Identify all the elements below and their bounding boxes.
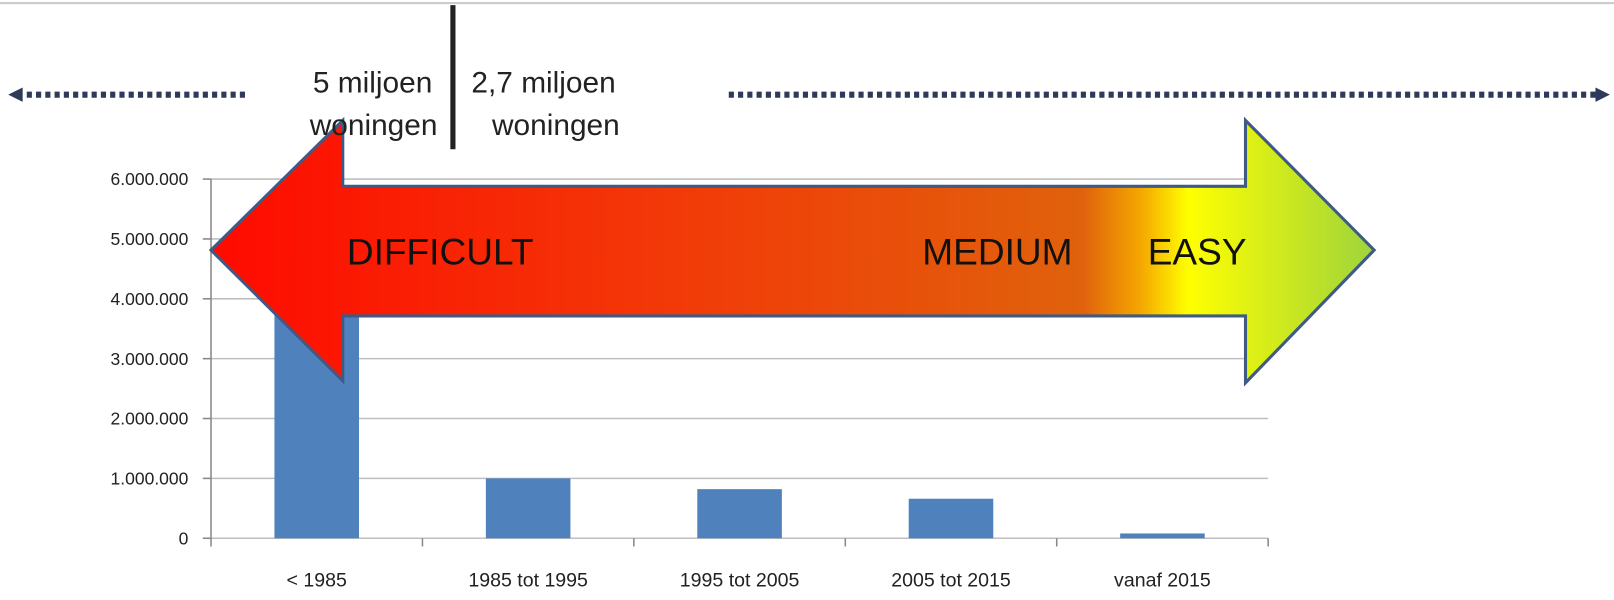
arrowhead	[8, 87, 23, 102]
y-tick-label: 5.000.000	[111, 229, 189, 249]
y-tick-label: 0	[179, 528, 189, 548]
y-tick-label: 3.000.000	[111, 349, 189, 369]
bar	[1120, 533, 1205, 539]
x-tick-label: 1995 tot 2005	[680, 570, 800, 592]
bar	[485, 478, 571, 539]
x-tick-label: 1985 tot 1995	[468, 570, 588, 592]
y-tick-label: 2.000.000	[111, 409, 189, 429]
annotation: woningen	[309, 109, 438, 142]
annotation: 5 miljoen	[313, 67, 432, 100]
x-tick-label: < 1985	[287, 570, 347, 592]
annotation: woningen	[491, 109, 620, 142]
arrow-label: DIFFICULT	[347, 230, 534, 272]
arrow-label: EASY	[1148, 230, 1247, 272]
x-tick-label: vanaf 2015	[1114, 570, 1211, 592]
y-tick-label: 1.000.000	[111, 469, 189, 489]
x-tick-label: 2005 tot 2015	[891, 570, 1011, 592]
difficulty-arrow	[208, 116, 1377, 387]
arrowhead	[1595, 87, 1610, 102]
bar	[697, 489, 782, 539]
annotation: 2,7 miljoen	[471, 67, 615, 100]
arrow-label: MEDIUM	[922, 230, 1072, 272]
y-tick-label: 6.000.000	[111, 169, 189, 189]
y-tick-label: 4.000.000	[111, 289, 189, 309]
bar	[908, 498, 994, 539]
